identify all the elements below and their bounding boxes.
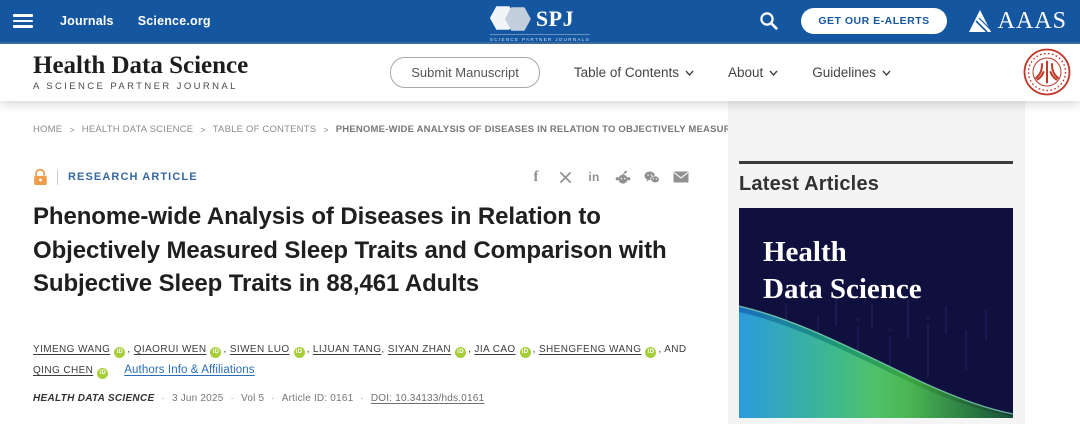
journal-brand[interactable]: Health Data Science A SCIENCE PARTNER JO…: [33, 52, 249, 93]
orcid-icon[interactable]: iD: [114, 347, 126, 358]
breadcrumb-item: PHENOME-WIDE ANALYSIS OF DISEASES IN REL…: [335, 124, 787, 135]
pub-journal-name: HEALTH DATA SCIENCE: [33, 393, 155, 404]
nav-item-about[interactable]: About: [728, 65, 778, 80]
orcid-icon[interactable]: iD: [293, 347, 305, 358]
nav-item-guidelines[interactable]: Guidelines: [812, 65, 891, 80]
top-navigation-bar: Journals Science.org SPJ SCIENCE PARTNER …: [0, 0, 1080, 44]
author-list: YIMENG WANG iD, QIAORUI WEN iD, SIWEN LUO i…: [33, 339, 705, 381]
nav-item-table-of-contents[interactable]: Table of Contents: [574, 65, 694, 80]
article-meta-row: RESEARCH ARTICLE f in: [33, 167, 705, 187]
breadcrumb-separator: >: [200, 124, 206, 135]
orcid-icon[interactable]: iD: [645, 347, 657, 358]
breadcrumb-item[interactable]: TABLE OF CONTENTS: [212, 124, 317, 135]
breadcrumb-separator: >: [69, 124, 75, 135]
peking-university-seal[interactable]: [1023, 48, 1071, 96]
get-alerts-button[interactable]: GET OUR E-ALERTS: [801, 8, 947, 34]
orcid-icon[interactable]: iD: [97, 368, 109, 379]
topbar-link-science-org[interactable]: Science.org: [137, 14, 211, 28]
open-access-icon: [34, 168, 47, 185]
article-title: Phenome-wide Analysis of Diseases in Rel…: [33, 203, 667, 297]
aaas-triangle-icon: [968, 10, 992, 33]
pub-item: Vol 5: [241, 393, 265, 404]
pub-separator: ·: [161, 393, 165, 404]
cover-artwork: [739, 296, 1013, 418]
pub-item: 3 Jun 2025: [171, 393, 224, 404]
pub-separator: ·: [360, 393, 364, 404]
author-conjunction: AND: [664, 344, 687, 355]
author-separator: ,: [381, 344, 388, 355]
share-email-icon[interactable]: [673, 169, 689, 185]
topbar-link-journals[interactable]: Journals: [60, 14, 114, 28]
chevron-down-icon: [769, 70, 778, 76]
topbar-links: Journals Science.org: [60, 14, 211, 28]
nav-item-label: Table of Contents: [573, 65, 679, 80]
breadcrumb-item[interactable]: HOME: [33, 124, 63, 135]
cover-title-line2: Data Science: [763, 273, 922, 305]
authors-info-link[interactable]: Authors Info & Affiliations: [124, 364, 255, 376]
article-main: HOME > HEALTH DATA SCIENCE > TABLE OF CONTEN…: [33, 101, 786, 404]
author-link[interactable]: JIA CAO: [474, 344, 516, 355]
author-link[interactable]: SHENGFENG WANG: [538, 344, 642, 355]
breadcrumb-item[interactable]: HEALTH DATA SCIENCE: [81, 124, 194, 135]
pub-item: Article ID: 0161: [281, 393, 354, 404]
journal-header: Health Data Science A SCIENCE PARTNER JO…: [0, 44, 1080, 101]
author-separator: ,: [306, 344, 313, 355]
spj-hexagons-icon: [489, 5, 534, 32]
divider: [57, 169, 58, 185]
share-linkedin-icon[interactable]: in: [588, 170, 600, 184]
spj-caption: SCIENCE PARTNER JOURNALS: [489, 34, 591, 42]
spj-acronym: SPJ: [535, 5, 575, 31]
author-separator: ,: [223, 344, 230, 355]
pub-separator: ·: [271, 393, 275, 404]
breadcrumb-separator: >: [323, 124, 329, 135]
share-reddit-icon[interactable]: [615, 169, 631, 185]
header-nav: Submit Manuscript Table of Contents About…: [390, 57, 891, 88]
chevron-down-icon: [685, 70, 694, 76]
journal-title: Health Data Science: [33, 52, 249, 79]
journal-tagline: A SCIENCE PARTNER JOURNAL: [33, 81, 238, 92]
publication-info: HEALTH DATA SCIENCE · 3 Jun 2025 · Vol 5 · Art…: [33, 393, 705, 404]
journal-cover[interactable]: Health Data Science: [739, 208, 1013, 418]
orcid-icon[interactable]: iD: [210, 347, 222, 358]
author-link[interactable]: QING CHEN: [33, 365, 94, 376]
author-separator: ,: [532, 344, 539, 355]
cover-title: Health Data Science: [763, 234, 922, 308]
latest-articles-heading: Latest Articles: [739, 173, 880, 195]
aaas-label: AAAS: [997, 7, 1067, 34]
author-separator: ,: [127, 344, 134, 355]
spj-logo[interactable]: SPJ SCIENCE PARTNER JOURNALS: [489, 5, 591, 42]
author-link[interactable]: SIWEN LUO: [229, 344, 290, 355]
pub-separator: ·: [230, 393, 234, 404]
submit-manuscript-button[interactable]: Submit Manuscript: [390, 57, 540, 88]
share-icons: f in: [528, 169, 689, 185]
sidebar-rule: [739, 161, 1013, 164]
orcid-icon[interactable]: iD: [455, 347, 467, 358]
breadcrumb: HOME > HEALTH DATA SCIENCE > TABLE OF CONTEN…: [33, 124, 786, 135]
orcid-icon[interactable]: iD: [519, 347, 531, 358]
latest-articles-sidebar: Latest Articles: [728, 101, 1025, 424]
author-link[interactable]: YIMENG WANG: [33, 344, 111, 355]
search-icon[interactable]: [759, 10, 781, 32]
nav-item-label: About: [727, 65, 764, 80]
author-separator: ,: [658, 344, 665, 355]
chevron-down-icon: [882, 70, 891, 76]
cover-title-line1: Health: [763, 236, 847, 268]
author-link[interactable]: LIJUAN TANG: [312, 344, 382, 355]
author-separator: ,: [468, 344, 475, 355]
hamburger-menu-icon[interactable]: [13, 14, 33, 28]
doi-link[interactable]: DOI: 10.34133/hds.0161: [370, 393, 485, 404]
aaas-logo[interactable]: AAAS: [967, 8, 1067, 35]
share-wechat-icon[interactable]: [644, 169, 660, 185]
content-area: HOME > HEALTH DATA SCIENCE > TABLE OF CONTEN…: [0, 101, 1080, 424]
share-x-twitter-icon[interactable]: [557, 169, 573, 185]
author-link[interactable]: QIAORUI WEN: [133, 344, 207, 355]
nav-item-label: Guidelines: [812, 65, 877, 80]
author-link[interactable]: SIYAN ZHAN: [387, 344, 452, 355]
share-facebook-icon[interactable]: f: [533, 168, 539, 185]
article-type-label: RESEARCH ARTICLE: [68, 171, 198, 183]
